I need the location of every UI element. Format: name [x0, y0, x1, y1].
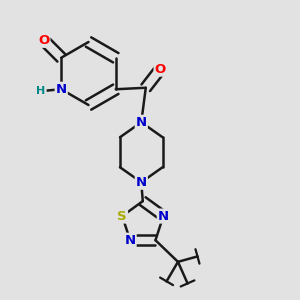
Text: S: S [117, 210, 127, 223]
Text: N: N [56, 83, 67, 96]
Text: N: N [158, 210, 169, 223]
Text: H: H [37, 86, 46, 96]
Text: O: O [154, 63, 166, 76]
Text: O: O [38, 34, 50, 47]
Text: N: N [124, 234, 136, 247]
Text: N: N [136, 116, 147, 129]
Text: N: N [136, 176, 147, 189]
